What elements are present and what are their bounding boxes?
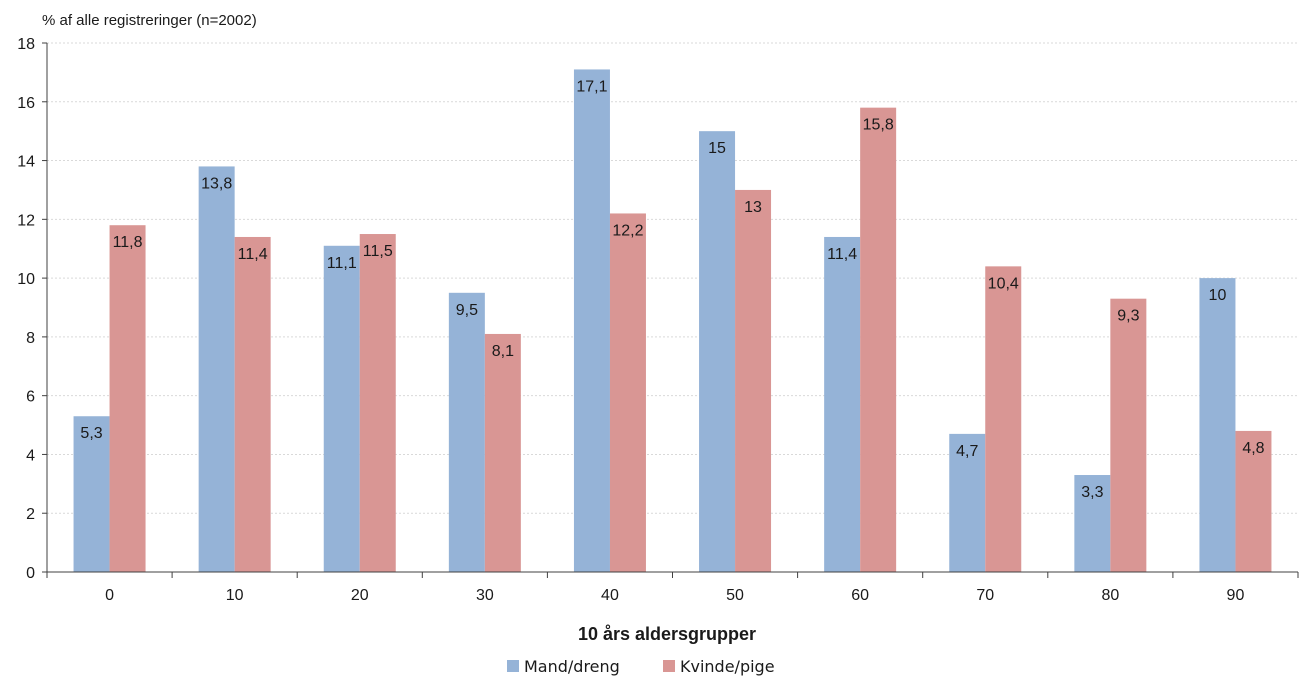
bar-kvinde-0 xyxy=(109,225,146,572)
data-label: 17,1 xyxy=(576,78,607,95)
x-tick-label: 90 xyxy=(1227,587,1245,604)
bar-kvinde-50 xyxy=(735,189,772,572)
legend-swatch xyxy=(507,660,519,672)
data-label: 12,2 xyxy=(612,222,643,239)
legend-label: Mand/dreng xyxy=(524,657,620,676)
bar-mand-60 xyxy=(824,236,861,572)
y-tick-label: 16 xyxy=(17,95,35,112)
x-tick-label: 80 xyxy=(1101,587,1119,604)
y-axis-label: % af alle registreringer (n=2002) xyxy=(42,12,257,29)
y-tick-label: 18 xyxy=(17,36,35,53)
y-tick-label: 8 xyxy=(26,330,35,347)
data-label: 10 xyxy=(1209,287,1227,304)
data-label: 11,4 xyxy=(827,246,857,263)
x-tick-label: 60 xyxy=(851,587,869,604)
legend: Mand/dreng Kvinde/pige xyxy=(507,657,775,676)
x-tick-label: 50 xyxy=(726,587,744,604)
data-label: 11,5 xyxy=(363,243,393,260)
data-label: 4,7 xyxy=(956,443,978,460)
data-label: 5,3 xyxy=(80,425,102,442)
data-label: 10,4 xyxy=(988,275,1019,292)
y-tick-label: 12 xyxy=(17,212,35,229)
data-label: 4,8 xyxy=(1242,440,1264,457)
x-tick-label: 20 xyxy=(351,587,369,604)
bar-kvinde-70 xyxy=(985,266,1022,572)
bar-kvinde-60 xyxy=(860,107,897,573)
data-label: 11,8 xyxy=(113,234,143,251)
bar-kvinde-30 xyxy=(484,333,521,572)
y-axis-ticks: 0 2 4 6 8 10 12 14 16 18 xyxy=(17,36,48,582)
data-label: 9,3 xyxy=(1117,308,1139,325)
bar-mand-20 xyxy=(323,245,360,573)
bar-kvinde-10 xyxy=(234,236,271,572)
x-axis: 0 10 20 30 40 50 60 70 80 90 xyxy=(46,571,1299,604)
y-tick-label: 2 xyxy=(26,506,35,523)
bars: 5,3 11,8 13,8 11,4 11,1 11,5 9,5 8,1 17,1 12,2 15 1… xyxy=(73,69,1272,573)
y-tick-label: 14 xyxy=(17,154,35,171)
bar-mand-10 xyxy=(198,166,235,572)
x-tick-label: 10 xyxy=(226,587,244,604)
x-tick-label: 30 xyxy=(476,587,494,604)
x-tick-label: 40 xyxy=(601,587,619,604)
data-label: 11,4 xyxy=(238,246,268,263)
data-label: 3,3 xyxy=(1081,484,1103,501)
bar-kvinde-90 xyxy=(1235,430,1272,572)
bar-mand-30 xyxy=(448,292,485,572)
y-tick-label: 6 xyxy=(26,389,35,406)
data-label: 8,1 xyxy=(492,343,514,360)
data-label: 13 xyxy=(744,199,762,216)
y-tick-label: 4 xyxy=(26,447,35,464)
bar-kvinde-80 xyxy=(1110,298,1147,572)
x-tick-label: 70 xyxy=(976,587,994,604)
legend-swatch xyxy=(663,660,675,672)
data-label: 15,8 xyxy=(863,117,894,134)
data-label: 13,8 xyxy=(201,175,232,192)
bar-kvinde-40 xyxy=(609,213,646,572)
x-tick-label: 0 xyxy=(105,587,114,604)
bar-mand-40 xyxy=(573,69,610,572)
y-tick-label: 0 xyxy=(26,565,35,582)
bar-mand-0 xyxy=(73,416,110,572)
legend-label: Kvinde/pige xyxy=(680,657,775,676)
data-label: 11,1 xyxy=(327,255,357,272)
y-tick-label: 10 xyxy=(17,271,35,288)
bar-mand-70 xyxy=(949,433,986,572)
bar-mand-80 xyxy=(1074,475,1111,572)
data-label: 15 xyxy=(708,140,726,157)
x-axis-label: 10 års aldersgrupper xyxy=(578,624,756,644)
bar-mand-90 xyxy=(1199,278,1236,572)
data-label: 9,5 xyxy=(456,302,478,319)
bar-mand-50 xyxy=(699,131,736,572)
bar-kvinde-20 xyxy=(359,234,396,572)
